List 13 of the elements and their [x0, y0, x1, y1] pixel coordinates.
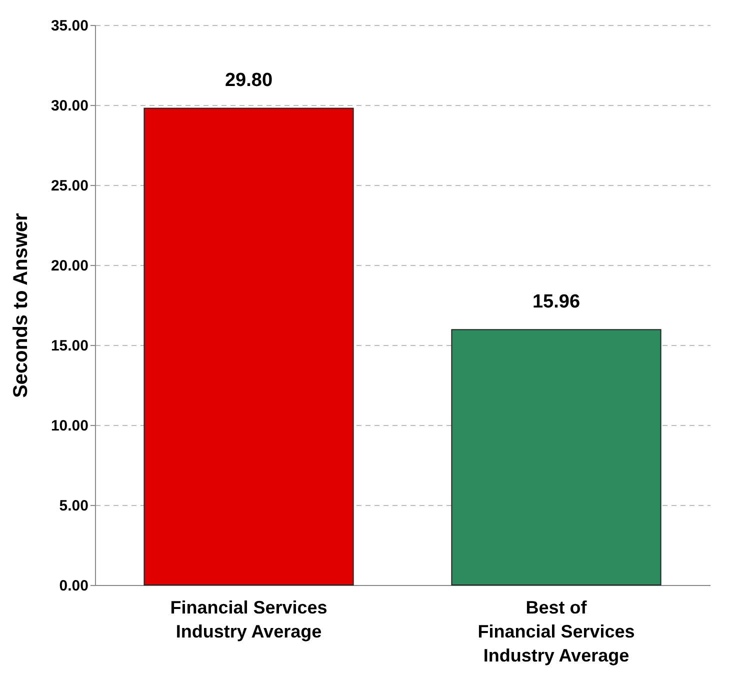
data-label: 29.80 — [224, 70, 273, 92]
y-tick-label: 10.00 — [50, 418, 88, 434]
x-tick-label: Best of Financial Services Industry Average — [478, 598, 635, 666]
y-tick-label: 35.00 — [50, 18, 88, 34]
y-axis-title: Seconds to Answer — [10, 212, 32, 398]
data-label: 15.96 — [532, 292, 580, 313]
y-tick-label: 25.00 — [50, 178, 88, 194]
y-tick-label: 15.00 — [50, 338, 88, 354]
y-tick-label: 0.00 — [59, 578, 88, 594]
x-tick-label: Financial Services Industry Average — [170, 598, 328, 642]
y-tick-label: 30.00 — [50, 98, 88, 114]
y-tick-label: 5.00 — [59, 498, 88, 514]
y-tick-label: 20.00 — [50, 258, 88, 274]
